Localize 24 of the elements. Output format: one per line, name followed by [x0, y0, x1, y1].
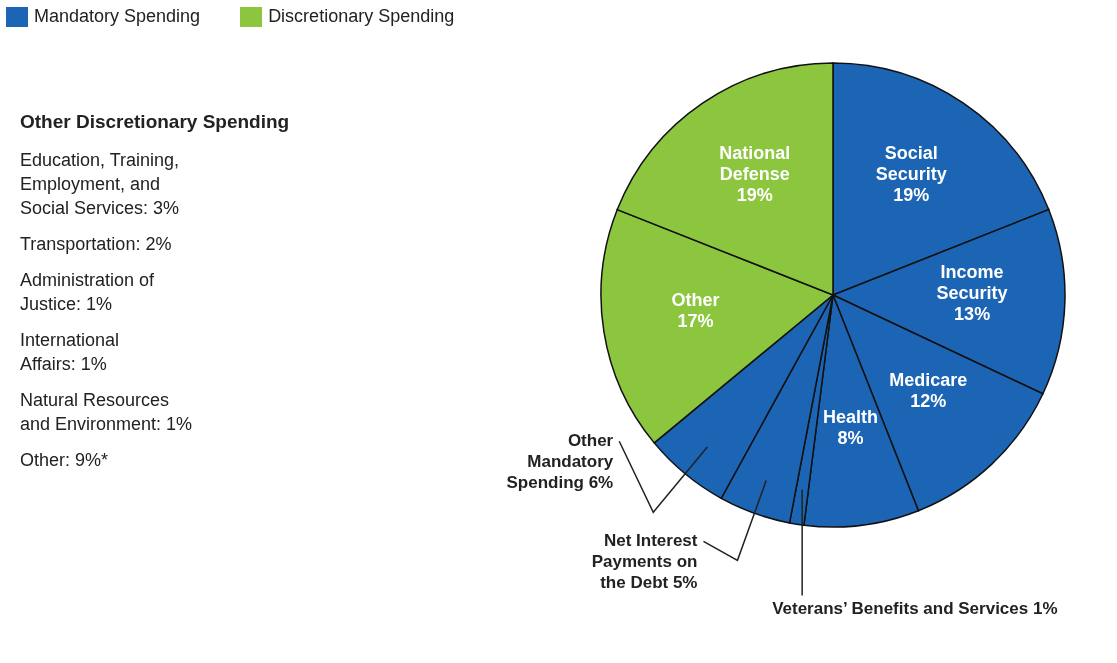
data-label: 17% — [677, 311, 714, 332]
slice-label: National Defense — [719, 142, 791, 184]
slice-label: Medicare — [889, 369, 968, 390]
slice-label: Other — [671, 290, 720, 311]
data-label: 8% — [837, 427, 864, 448]
data-label: 19% — [893, 184, 930, 205]
slice-label: Veterans’ Benefits and Services 1% — [772, 598, 1058, 618]
slice-label: Other Mandatory Spending 6% — [506, 431, 614, 493]
text: Administration of Justice: 1% — [20, 270, 156, 314]
text: Discretionary Spending — [268, 6, 455, 27]
data-label: 12% — [910, 390, 947, 411]
text: Transportation: 2% — [20, 234, 172, 254]
slice-label: Income Security — [936, 262, 1008, 304]
text: Education, Training, Employment, and Social Services: 3% — [20, 150, 180, 218]
slice-label: Social Security — [875, 142, 947, 184]
slice-label: Health — [822, 406, 878, 427]
text: International Affairs: 1% — [20, 330, 120, 374]
slice-label: Net Interest Payments on the Debt 5% — [591, 531, 698, 593]
data-label: 19% — [736, 184, 773, 205]
text: Mandatory Spending — [34, 6, 201, 27]
text: Other Discretionary Spending — [20, 111, 290, 132]
data-label: 13% — [954, 304, 991, 325]
text: Natural Resources and Environment: 1% — [20, 390, 193, 434]
text: Other: 9%* — [20, 450, 109, 470]
